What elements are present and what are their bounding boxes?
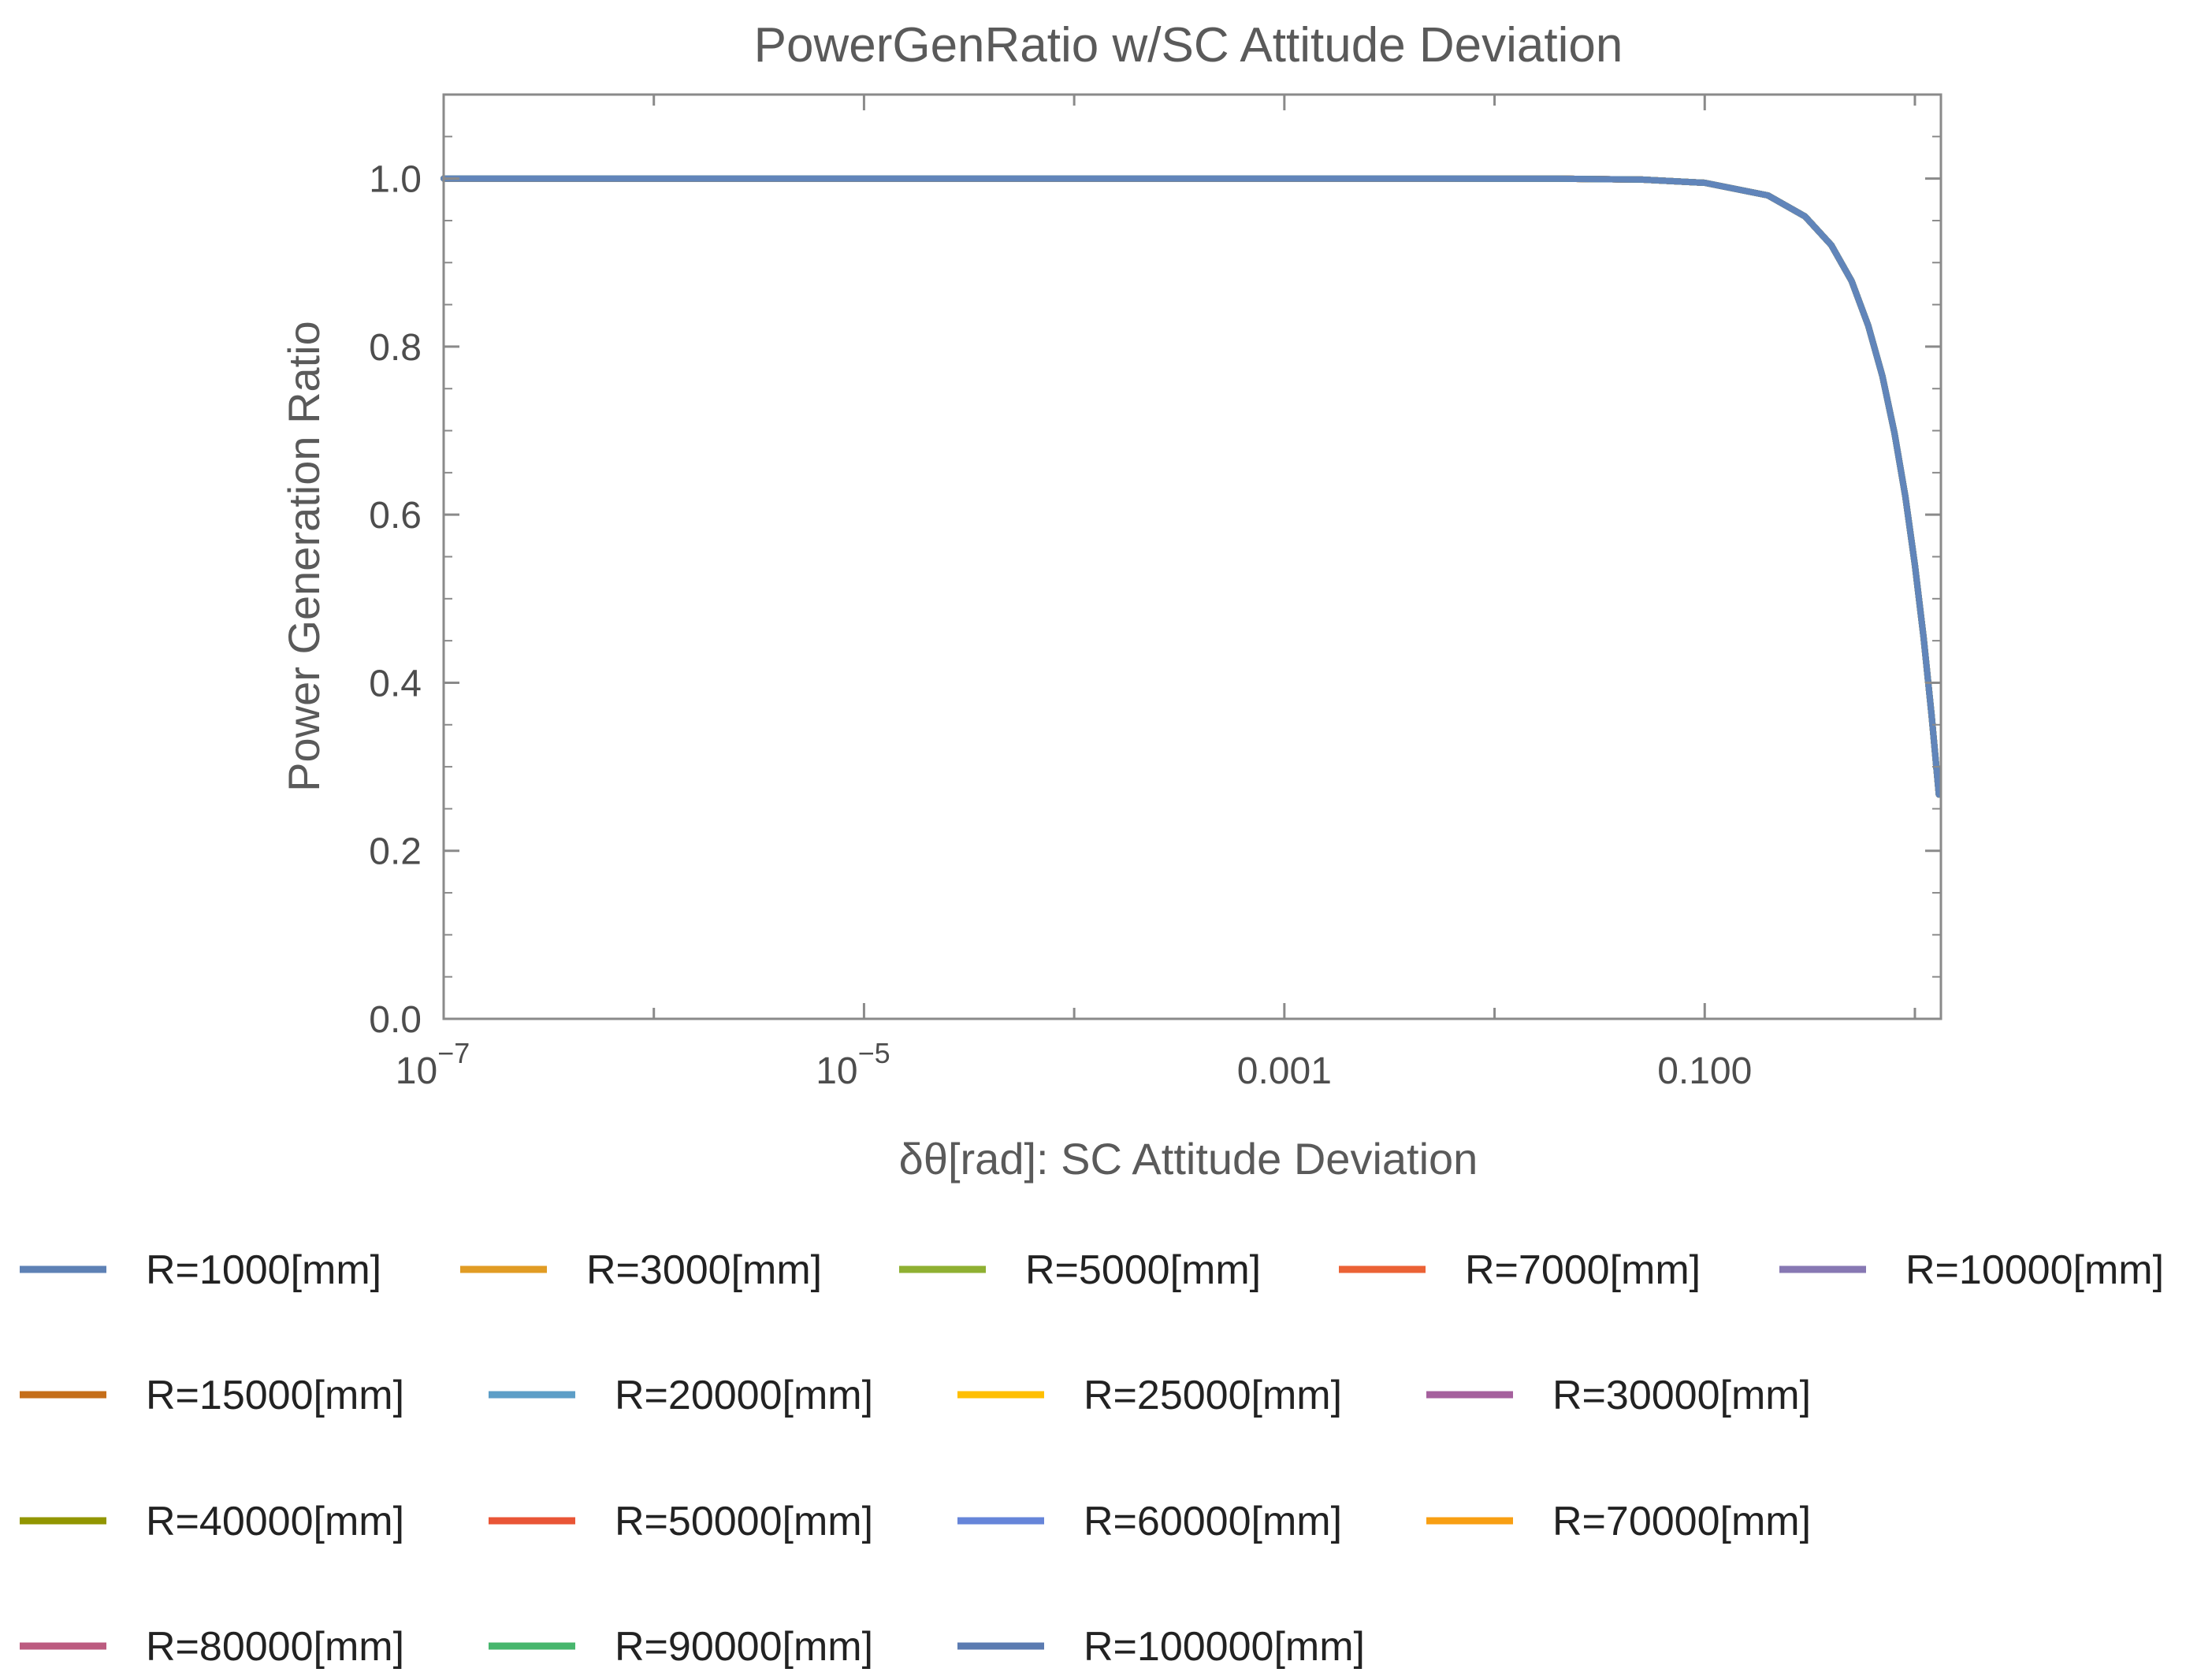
- series-line-70000: [441, 175, 1942, 798]
- chart-title: PowerGenRatio w/SC Attitude Deviation: [754, 18, 1623, 72]
- legend-entry: R=50000[mm]: [489, 1499, 873, 1544]
- axis-ticks: 0.0 0.2 0.4 0.6 0.8 1.0 10−7 10−5 0.001 0.100: [369, 95, 1941, 1092]
- series-line-10000: [441, 175, 1942, 798]
- x-tick-label: 0.100: [1657, 1050, 1752, 1092]
- legend-entry: R=80000[mm]: [20, 1624, 404, 1670]
- y-tick-label: 0.6: [369, 495, 422, 537]
- series-line-7000: [441, 175, 1942, 798]
- series-line-15000: [441, 175, 1942, 798]
- legend-label: R=100000[mm]: [1084, 1624, 1365, 1670]
- legend-entry: R=30000[mm]: [1426, 1373, 1811, 1418]
- legend-entry: R=20000[mm]: [489, 1373, 873, 1418]
- legend-entry: R=100000[mm]: [957, 1624, 1365, 1670]
- legend-entry: R=7000[mm]: [1339, 1247, 1701, 1293]
- x-tick-label: 10−7: [396, 1037, 470, 1092]
- legend: R=1000[mm] R=3000[mm] R=5000[mm] R=7000[mm]…: [20, 1247, 2164, 1670]
- legend-label: R=10000[mm]: [1905, 1247, 2164, 1293]
- series-line-80000: [441, 175, 1942, 798]
- legend-entry: R=40000[mm]: [20, 1499, 404, 1544]
- series-curves: [441, 175, 1942, 798]
- series-line-50000: [441, 175, 1942, 798]
- legend-label: R=90000[mm]: [615, 1624, 873, 1670]
- legend-label: R=15000[mm]: [146, 1373, 404, 1418]
- legend-label: R=5000[mm]: [1025, 1247, 1261, 1293]
- legend-label: R=60000[mm]: [1084, 1499, 1342, 1544]
- y-tick-label: 0.0: [369, 999, 422, 1041]
- legend-label: R=30000[mm]: [1552, 1373, 1811, 1418]
- legend-label: R=1000[mm]: [146, 1247, 381, 1293]
- legend-entry: R=90000[mm]: [489, 1624, 873, 1670]
- legend-entry: R=60000[mm]: [957, 1499, 1342, 1544]
- y-axis-label: Power Generation Ratio: [279, 321, 329, 792]
- x-tick-label: 0.001: [1237, 1050, 1332, 1092]
- series-line-3000: [441, 175, 1942, 798]
- plot-frame: [442, 93, 1942, 1020]
- x-tick-label: 10−5: [816, 1037, 890, 1092]
- series-line-25000: [441, 175, 1942, 798]
- series-line-30000: [441, 175, 1942, 798]
- series-line-40000: [441, 175, 1942, 798]
- legend-label: R=50000[mm]: [615, 1499, 873, 1544]
- legend-entry: R=1000[mm]: [20, 1247, 381, 1293]
- legend-label: R=80000[mm]: [146, 1624, 404, 1670]
- legend-entry: R=15000[mm]: [20, 1373, 404, 1418]
- legend-entry: R=70000[mm]: [1426, 1499, 1811, 1544]
- legend-label: R=70000[mm]: [1552, 1499, 1811, 1544]
- legend-entry: R=25000[mm]: [957, 1373, 1342, 1418]
- x-axis-label: δθ[rad]: SC Attitude Deviation: [899, 1134, 1478, 1184]
- series-line-90000: [441, 175, 1942, 798]
- legend-entry: R=10000[mm]: [1779, 1247, 2164, 1293]
- legend-label: R=3000[mm]: [586, 1247, 822, 1293]
- legend-label: R=40000[mm]: [146, 1499, 404, 1544]
- series-line-60000: [441, 175, 1942, 798]
- series-line-20000: [441, 175, 1942, 798]
- legend-entry: R=5000[mm]: [899, 1247, 1261, 1293]
- series-line-100000: [441, 175, 1942, 798]
- legend-label: R=25000[mm]: [1084, 1373, 1342, 1418]
- legend-entry: R=3000[mm]: [460, 1247, 822, 1293]
- y-tick-label: 0.2: [369, 831, 422, 873]
- y-tick-label: 1.0: [369, 159, 422, 201]
- legend-label: R=7000[mm]: [1465, 1247, 1701, 1293]
- y-tick-label: 0.8: [369, 327, 422, 369]
- series-line-5000: [441, 175, 1942, 798]
- y-tick-label: 0.4: [369, 663, 422, 704]
- legend-label: R=20000[mm]: [615, 1373, 873, 1418]
- series-line-1000: [441, 175, 1942, 798]
